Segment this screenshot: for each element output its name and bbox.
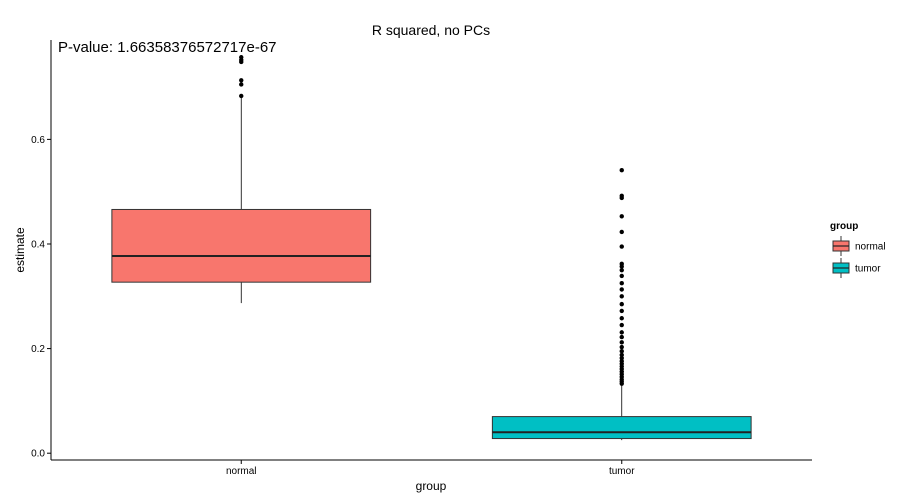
outlier-point — [619, 340, 624, 345]
outlier-point — [619, 244, 624, 249]
outlier-point — [239, 93, 244, 99]
legend-item-tumor: tumor — [832, 258, 881, 278]
box-rect — [111, 208, 372, 283]
outlier-point — [239, 82, 244, 87]
outlier-point — [619, 214, 624, 219]
box-normal — [111, 55, 372, 304]
legend-item-normal: normal — [832, 236, 886, 256]
box-series — [111, 55, 752, 441]
outlier-point — [619, 344, 624, 350]
outlier-point — [619, 229, 624, 235]
y-axis-ticks: 0.0 0.2 0.4 0.6 — [31, 135, 51, 460]
outlier-point — [619, 330, 624, 335]
outlier-point — [619, 322, 624, 328]
outlier-point — [619, 294, 624, 299]
outlier-point — [619, 193, 624, 199]
outlier-point — [239, 55, 244, 60]
y-axis-title: estimate — [13, 227, 27, 273]
outlier-point — [619, 261, 624, 267]
y-tick-label: 0.0 — [31, 449, 45, 460]
y-tick-label: 0.4 — [31, 239, 45, 250]
legend-label: tumor — [855, 264, 881, 275]
outlier-point — [619, 352, 624, 358]
box-tumor — [491, 168, 752, 441]
y-tick-label: 0.6 — [31, 135, 45, 146]
outlier-point — [619, 281, 624, 286]
chart-title: R squared, no PCs — [372, 22, 490, 38]
p-value-annotation: P-value: 1.66358376572717e-67 — [58, 39, 277, 56]
legend: group normal tumor — [830, 221, 886, 278]
y-tick-label: 0.2 — [31, 344, 45, 355]
outlier-point — [619, 273, 624, 279]
outlier-point — [619, 349, 624, 354]
outlier-point — [619, 168, 624, 173]
legend-label: normal — [855, 242, 886, 253]
outlier-point — [619, 301, 624, 307]
box-rect — [491, 416, 752, 440]
outlier-point — [619, 358, 624, 364]
outlier-point — [619, 308, 624, 314]
outlier-point — [619, 355, 624, 361]
x-tick-label: normal — [226, 466, 257, 477]
outlier-point — [619, 316, 624, 321]
outlier-point — [619, 287, 624, 292]
x-axis-title: group — [416, 479, 447, 493]
outlier-point — [619, 267, 624, 273]
x-tick-label: tumor — [609, 466, 635, 477]
outlier-point — [239, 78, 244, 83]
legend-title: group — [830, 221, 858, 232]
outlier-point — [619, 334, 624, 340]
x-axis-ticks: normal tumor — [226, 460, 635, 477]
